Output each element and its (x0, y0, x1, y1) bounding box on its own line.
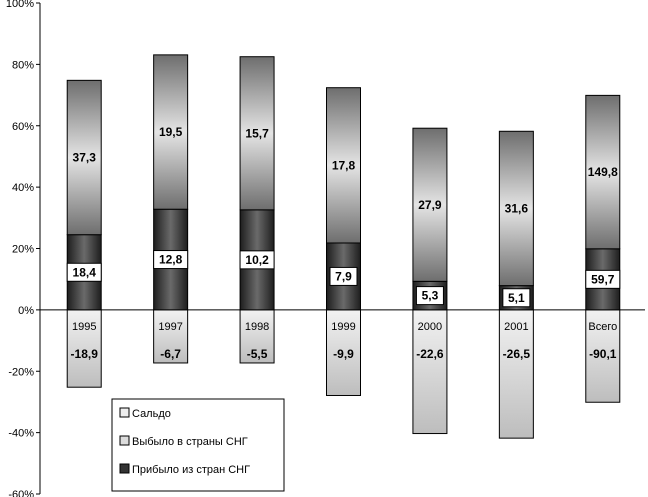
x-category-label: 1999 (331, 321, 355, 333)
data-label-box (239, 250, 275, 270)
data-label-saldo: -18,9 (71, 347, 99, 361)
y-tick-label: 0% (18, 305, 34, 317)
data-label-arrived: 7,9 (335, 269, 352, 283)
y-tick-label: 40% (12, 182, 34, 194)
y-tick-label: -40% (8, 428, 34, 440)
x-category-label: 1998 (245, 321, 269, 333)
legend-label: Сальдо (132, 408, 171, 420)
data-label-departed: 15,7 (245, 126, 269, 140)
data-label-box (585, 269, 621, 289)
data-label-box (415, 286, 444, 306)
x-category-label: 2000 (418, 321, 442, 333)
legend-label: Прибыло из стран СНГ (132, 464, 250, 476)
bar-saldo (66, 309, 102, 388)
data-label-arrived: 12,8 (159, 253, 183, 267)
x-category-label: Всего (588, 321, 617, 333)
data-label-saldo: -90,1 (589, 347, 617, 361)
bar-departed (239, 56, 275, 211)
legend-swatch (119, 463, 130, 474)
data-label-departed: 149,8 (588, 165, 618, 179)
legend-label: Выбыло в страны СНГ (132, 436, 248, 448)
bar-saldo (498, 309, 534, 439)
y-tick-label: -60% (8, 489, 34, 497)
y-tick-label: 60% (12, 121, 34, 133)
data-label-departed: 27,9 (418, 198, 442, 212)
data-labels: 1995 37,3 18,4 -18,9 1997 19,5 12,8 -6,7 1998 15,… (66, 125, 621, 361)
legend-swatch (119, 407, 130, 418)
bar-departed (326, 87, 361, 244)
data-label-box (153, 250, 189, 270)
y-tick-label: 20% (12, 244, 34, 256)
x-category-label: 2001 (504, 321, 528, 333)
legend-swatch (119, 435, 130, 446)
legend-box (111, 398, 285, 492)
axes: -60% -40% -20% 0% 20% 40% 60% 80% 100% (6, 0, 645, 497)
y-tick-label: -20% (8, 366, 34, 378)
data-label-saldo: -6,7 (160, 347, 181, 361)
data-label-saldo: -22,6 (416, 347, 444, 361)
data-label-arrived: 5,3 (422, 289, 439, 303)
data-label-departed: 17,8 (332, 158, 356, 172)
bar-saldo (153, 309, 189, 364)
bar-departed (412, 127, 448, 282)
y-tick-label: 100% (6, 0, 34, 10)
data-label-box (66, 262, 102, 282)
data-label-departed: 19,5 (159, 125, 183, 139)
data-label-arrived: 10,2 (245, 253, 269, 267)
bar-saldo (585, 309, 621, 403)
data-label-departed: 31,6 (505, 201, 529, 215)
bar-departed (585, 94, 621, 250)
x-category-label: 1997 (158, 321, 182, 333)
data-label-saldo: -26,5 (503, 347, 531, 361)
bar-departed (153, 54, 189, 210)
legend: Сальдо Выбыло в страны СНГ Прибыло из стра… (111, 398, 285, 492)
bar-departed (498, 130, 534, 287)
bar-saldo (326, 309, 361, 396)
bar-saldo (412, 309, 448, 435)
data-label-arrived: 59,7 (591, 272, 615, 286)
data-label-saldo: -5,5 (247, 347, 268, 361)
x-category-label: 1995 (72, 321, 96, 333)
data-label-departed: 37,3 (73, 151, 97, 165)
y-tick-label: 80% (12, 59, 34, 71)
bars (66, 54, 621, 439)
data-label-arrived: 18,4 (73, 265, 97, 279)
data-label-box (502, 288, 531, 308)
bar-departed (66, 79, 102, 236)
data-label-arrived: 5,1 (508, 291, 525, 305)
data-label-box (329, 266, 358, 286)
data-label-saldo: -9,9 (333, 347, 354, 361)
